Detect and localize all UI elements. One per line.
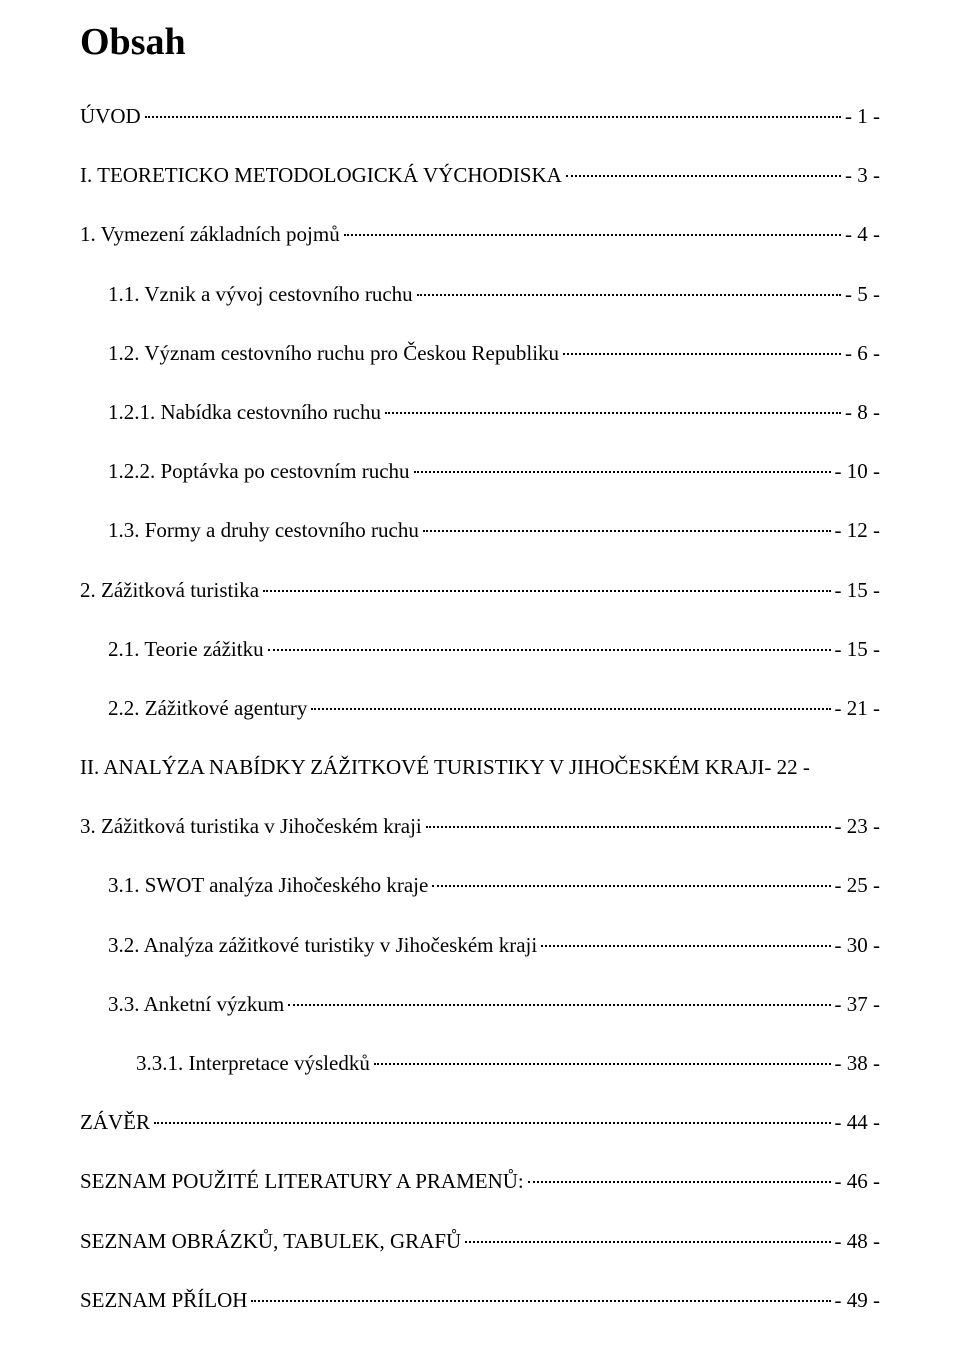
toc-entry-label: 3.3.1. Interpretace výsledků (136, 1051, 370, 1076)
toc-entry-label: 2.1. Teorie zážitku (108, 637, 264, 662)
toc-dot-leader (414, 471, 831, 473)
toc-entry-label: SEZNAM OBRÁZKŮ, TABULEK, GRAFŮ (80, 1229, 461, 1254)
toc-entry-label: ZÁVĚR (80, 1110, 150, 1135)
toc-entry-page: - 10 - (835, 459, 881, 484)
toc-title: Obsah (80, 20, 880, 64)
toc-dot-leader (374, 1063, 831, 1065)
toc-entry: 2.2. Zážitkové agentury - 21 - (80, 696, 880, 721)
toc-dot-leader (563, 353, 841, 355)
toc-entry: 1.2.1. Nabídka cestovního ruchu - 8 - (80, 400, 880, 425)
toc-entry-label: 3.1. SWOT analýza Jihočeského kraje (108, 873, 428, 898)
toc-entry-label: 3. Zážitková turistika v Jihočeském kraj… (80, 814, 422, 839)
toc-dot-leader (432, 885, 830, 887)
toc-dot-leader (145, 116, 841, 118)
toc-dot-leader (541, 945, 830, 947)
toc-entry: 1.2. Význam cestovního ruchu pro Českou … (80, 341, 880, 366)
toc-entry-page: - 3 - (845, 163, 880, 188)
toc-dot-leader (263, 590, 830, 592)
toc-entry-label: SEZNAM POUŽITÉ LITERATURY A PRAMENŮ: (80, 1169, 524, 1194)
toc-dot-leader (426, 826, 831, 828)
toc-entry-page: - 21 - (835, 696, 881, 721)
toc-entry-page: - 4 - (845, 222, 880, 247)
toc-entry-page: - 37 - (835, 992, 881, 1017)
toc-entry-label: 1.2.1. Nabídka cestovního ruchu (108, 400, 381, 425)
toc-entry: 3.3. Anketní výzkum - 37 - (80, 992, 880, 1017)
toc-entry: 1.2.2. Poptávka po cestovním ruchu - 10 - (80, 459, 880, 484)
toc-entry-page: - 1 - (845, 104, 880, 129)
toc-entry-page: - 12 - (835, 518, 881, 543)
toc-dot-leader (268, 649, 831, 651)
toc-entry-label: 2. Zážitková turistika (80, 578, 259, 603)
toc-entry-page: - 30 - (835, 933, 881, 958)
toc-entry: I. TEORETICKO METODOLOGICKÁ VÝCHODISKA - … (80, 163, 880, 188)
toc-entry: SEZNAM PŘÍLOH - 49 - (80, 1288, 880, 1313)
toc-list: ÚVOD - 1 - I. TEORETICKO METODOLOGICKÁ VÝC… (80, 104, 880, 1313)
toc-dot-leader (417, 294, 841, 296)
toc-dot-leader (423, 530, 831, 532)
toc-entry-label: SEZNAM PŘÍLOH (80, 1288, 247, 1313)
toc-entry: 3.1. SWOT analýza Jihočeského kraje - 25 … (80, 873, 880, 898)
toc-entry: ÚVOD - 1 - (80, 104, 880, 129)
toc-entry-label: 3.2. Analýza zážitkové turistiky v Jihoč… (108, 933, 537, 958)
toc-dot-leader (465, 1241, 830, 1243)
toc-entry: 3. Zážitková turistika v Jihočeském kraj… (80, 814, 880, 839)
toc-entry-page: - 6 - (845, 341, 880, 366)
toc-entry-label: II. ANALÝZA NABÍDKY ZÁŽITKOVÉ TURISTIKY … (80, 755, 764, 780)
toc-entry: 1. Vymezení základních pojmů - 4 - (80, 222, 880, 247)
toc-entry-page: - 8 - (845, 400, 880, 425)
toc-entry: 1.1. Vznik a vývoj cestovního ruchu - 5 - (80, 282, 880, 307)
toc-entry-page: - 46 - (835, 1169, 881, 1194)
toc-dot-leader (288, 1004, 830, 1006)
toc-entry-label: 2.2. Zážitkové agentury (108, 696, 307, 721)
toc-dot-leader (344, 234, 841, 236)
toc-entry-label: 1.1. Vznik a vývoj cestovního ruchu (108, 282, 413, 307)
toc-entry: 1.3. Formy a druhy cestovního ruchu - 12 … (80, 518, 880, 543)
toc-entry-page: - 44 - (835, 1110, 881, 1135)
toc-entry-page: - 49 - (835, 1288, 881, 1313)
toc-dot-leader (154, 1122, 831, 1124)
toc-entry-page: - 23 - (835, 814, 881, 839)
toc-entry-page: - 48 - (835, 1229, 881, 1254)
toc-entry-page: - 15 - (835, 578, 881, 603)
toc-entry-page: - 15 - (835, 637, 881, 662)
toc-entry: 3.2. Analýza zážitkové turistiky v Jihoč… (80, 933, 880, 958)
toc-entry: SEZNAM POUŽITÉ LITERATURY A PRAMENŮ: - 46… (80, 1169, 880, 1194)
toc-entry-label: 1.3. Formy a druhy cestovního ruchu (108, 518, 419, 543)
toc-entry-label: 1. Vymezení základních pojmů (80, 222, 340, 247)
toc-dot-leader (528, 1181, 831, 1183)
toc-entry-page: - 22 - (764, 755, 810, 780)
toc-entry: 2. Zážitková turistika - 15 - (80, 578, 880, 603)
toc-dot-leader (251, 1300, 830, 1302)
toc-entry-label: I. TEORETICKO METODOLOGICKÁ VÝCHODISKA (80, 163, 562, 188)
toc-entry: 2.1. Teorie zážitku - 15 - (80, 637, 880, 662)
toc-entry-page: - 25 - (835, 873, 881, 898)
toc-entry: SEZNAM OBRÁZKŮ, TABULEK, GRAFŮ - 48 - (80, 1229, 880, 1254)
toc-dot-leader (311, 708, 830, 710)
toc-entry: II. ANALÝZA NABÍDKY ZÁŽITKOVÉ TURISTIKY … (80, 755, 880, 780)
toc-entry-label: 1.2. Význam cestovního ruchu pro Českou … (108, 341, 559, 366)
toc-entry-label: 3.3. Anketní výzkum (108, 992, 284, 1017)
toc-dot-leader (566, 175, 841, 177)
toc-entry-page: - 38 - (835, 1051, 881, 1076)
toc-entry-label: 1.2.2. Poptávka po cestovním ruchu (108, 459, 410, 484)
toc-entry: 3.3.1. Interpretace výsledků - 38 - (80, 1051, 880, 1076)
toc-entry-page: - 5 - (845, 282, 880, 307)
toc-entry: ZÁVĚR - 44 - (80, 1110, 880, 1135)
toc-dot-leader (385, 412, 841, 414)
toc-entry-label: ÚVOD (80, 104, 141, 129)
